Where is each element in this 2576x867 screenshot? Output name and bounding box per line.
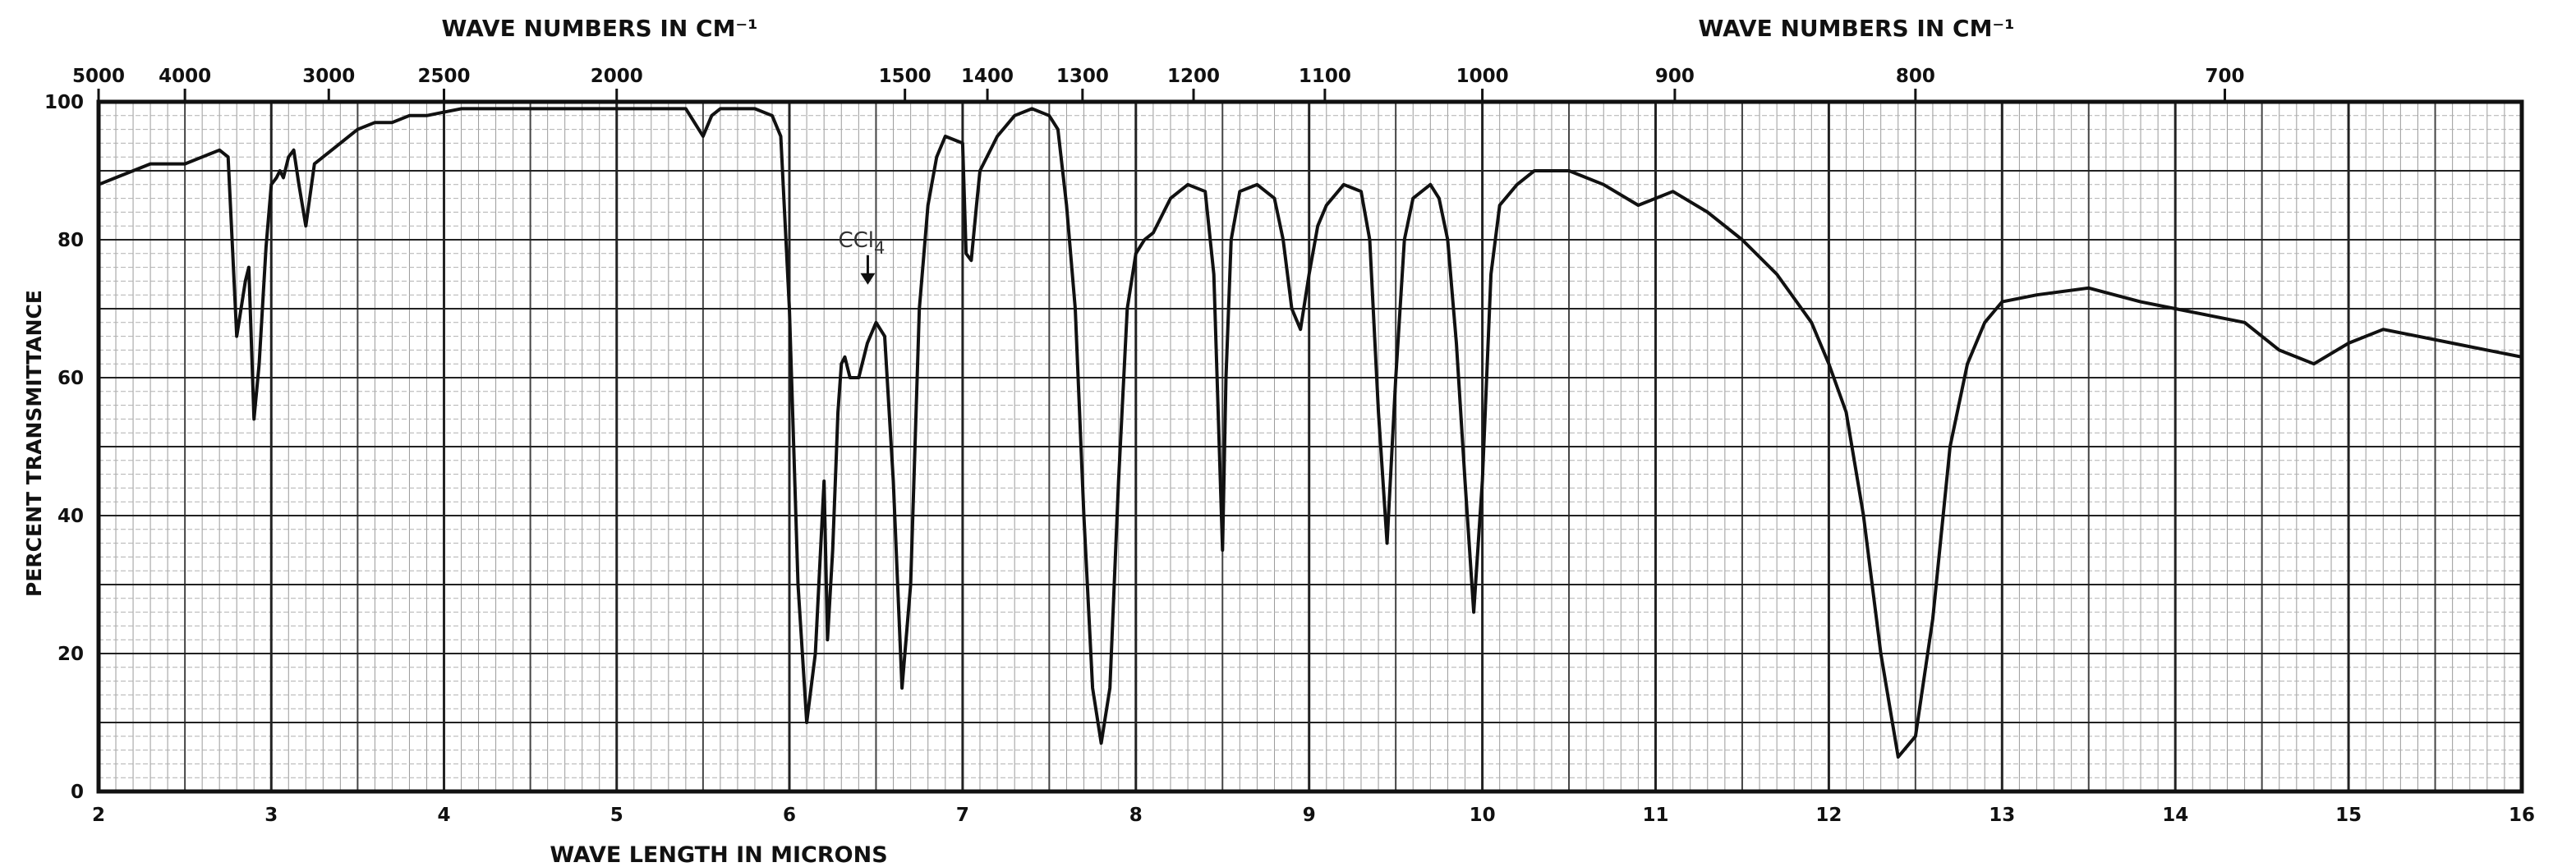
- ccl4-annotation-subscript: 4: [874, 238, 885, 258]
- ccl4-arrow-head: [860, 273, 876, 285]
- ccl4-annotation-text: CCl4: [838, 228, 885, 258]
- y-tick-label: 60: [58, 368, 84, 389]
- x-tick-label: 9: [1303, 805, 1316, 826]
- plot-frame: [96, 99, 2524, 794]
- top-tick-label: 3000: [302, 66, 355, 87]
- y-axis-ticks: 0 20 40 60 80 100: [44, 92, 84, 803]
- x-axis-label: WAVE LENGTH IN MICRONS: [550, 842, 887, 867]
- top-axis-label-right: WAVE NUMBERS IN CM⁻¹: [1699, 15, 2015, 42]
- y-tick-label: 40: [58, 506, 84, 527]
- top-tick-label: 800: [1896, 66, 1935, 87]
- top-axis-label-left: WAVE NUMBERS IN CM⁻¹: [442, 15, 758, 42]
- x-tick-label: 2: [92, 805, 105, 826]
- top-tick-label: 4000: [159, 66, 211, 87]
- top-tick-label: 700: [2206, 66, 2245, 87]
- top-axis-ticks: 5000 4000 3000 2500 2000 1500 1400 1300 1200 1100…: [72, 66, 2245, 102]
- x-tick-label: 4: [437, 805, 450, 826]
- transmittance-curve: [98, 107, 2523, 759]
- x-tick-label: 6: [783, 805, 796, 826]
- x-tick-label: 14: [2162, 805, 2188, 826]
- x-tick-label: 15: [2335, 805, 2362, 826]
- ccl4-annotation: CCl4: [838, 228, 885, 285]
- x-tick-label: 5: [610, 805, 623, 826]
- ccl4-annotation-formula: CCl: [838, 228, 874, 253]
- x-tick-label: 3: [264, 805, 278, 826]
- top-tick-label: 900: [1655, 66, 1695, 87]
- x-tick-label: 7: [956, 805, 969, 826]
- top-tick-label: 5000: [72, 66, 125, 87]
- x-tick-label: 10: [1470, 805, 1496, 826]
- top-tick-label: 2000: [591, 66, 643, 87]
- y-tick-label: 20: [58, 644, 84, 665]
- y-axis-label: PERCENT TRANSMITTANCE: [22, 290, 46, 597]
- top-tick-label: 2500: [417, 66, 470, 87]
- y-tick-label: 80: [58, 230, 84, 251]
- x-axis-ticks: 2 3 4 5 6 7 8 9 10 11 12 13 14 15 16: [92, 805, 2535, 826]
- y-tick-label: 100: [44, 92, 84, 113]
- y-tick-label: 0: [71, 782, 84, 803]
- x-tick-label: 12: [1815, 805, 1842, 826]
- top-tick-label: 1500: [879, 66, 932, 87]
- x-tick-label: 16: [2509, 805, 2535, 826]
- x-tick-label: 11: [1642, 805, 1668, 826]
- x-tick-label: 8: [1129, 805, 1143, 826]
- top-tick-label: 1200: [1167, 66, 1220, 87]
- top-tick-label: 1000: [1456, 66, 1509, 87]
- top-tick-label: 1400: [961, 66, 1014, 87]
- top-tick-label: 1100: [1299, 66, 1351, 87]
- top-tick-label: 1300: [1056, 66, 1109, 87]
- x-tick-label: 13: [1989, 805, 2015, 826]
